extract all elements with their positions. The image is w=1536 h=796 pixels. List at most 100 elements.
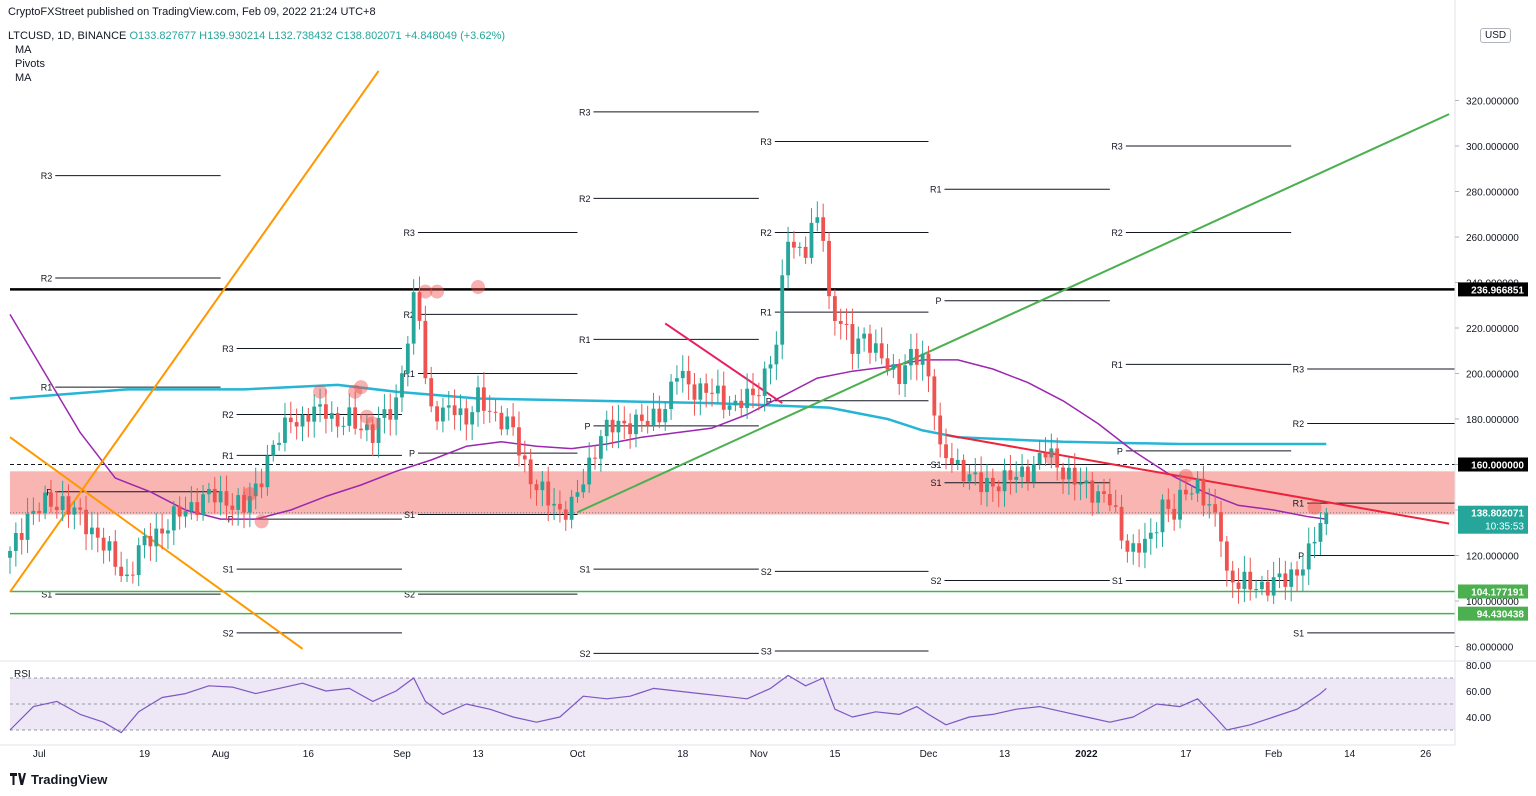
- currency-badge[interactable]: USD: [1480, 28, 1512, 43]
- candle-body: [985, 477, 989, 493]
- indicator-ma2-label[interactable]: MA: [15, 72, 32, 84]
- rsi-tick-label: 80.00: [1466, 661, 1491, 672]
- candle-body: [493, 411, 498, 413]
- touch-marker: [348, 384, 363, 399]
- candle-body: [417, 292, 422, 321]
- candle: [1043, 437, 1048, 466]
- candle-body: [604, 419, 609, 437]
- candle-body: [587, 457, 592, 485]
- candle-body: [949, 458, 954, 465]
- candle-body: [353, 407, 358, 429]
- candle: [949, 442, 954, 473]
- indicator-ma-label[interactable]: MA: [15, 44, 32, 56]
- level-tag-104-bg: [1458, 584, 1528, 599]
- pivot-label: R1: [1111, 360, 1123, 370]
- candle: [464, 399, 469, 441]
- candle-body: [171, 506, 176, 531]
- candle-body: [774, 344, 779, 365]
- level-tag-94-bg: [1458, 606, 1528, 621]
- candle-body: [932, 376, 937, 416]
- price-tick-label: 220.000000: [1466, 324, 1519, 335]
- price-tick-label: 80.000000: [1466, 643, 1514, 654]
- candle-body: [54, 506, 59, 511]
- candle-body: [78, 507, 83, 510]
- candle-body: [201, 494, 205, 515]
- candle-body: [84, 509, 88, 535]
- candle: [90, 511, 94, 550]
- candle-body: [481, 387, 486, 411]
- candle: [201, 485, 205, 521]
- candle-body: [1254, 589, 1258, 591]
- tradingview-logo-icon: [10, 773, 26, 785]
- candle-body: [1043, 452, 1048, 458]
- candle-body: [891, 364, 896, 370]
- candle: [25, 497, 30, 553]
- pivot-label: R1: [41, 383, 53, 393]
- time-tick-label: 13: [472, 749, 484, 760]
- candle-body: [19, 533, 24, 540]
- candle: [1189, 485, 1194, 501]
- candle: [417, 276, 422, 330]
- candle-body: [13, 533, 18, 551]
- price-tick-label: 300.000000: [1466, 142, 1519, 153]
- candle: [1183, 476, 1188, 501]
- candle-body: [792, 241, 796, 248]
- indicator-pivots-label[interactable]: Pivots: [15, 58, 45, 70]
- candle: [1061, 462, 1065, 494]
- tradingview-brand[interactable]: TradingView: [10, 772, 107, 787]
- candle-body: [95, 527, 100, 538]
- candle: [821, 203, 826, 252]
- candle: [189, 486, 194, 520]
- candle: [1201, 465, 1206, 517]
- candle: [715, 369, 720, 405]
- candle-body: [376, 417, 381, 443]
- candle-body: [610, 419, 615, 433]
- candle-body: [803, 246, 808, 258]
- candle: [277, 432, 282, 451]
- candle-body: [230, 505, 235, 510]
- candle: [43, 485, 48, 520]
- candle-body: [540, 481, 545, 491]
- candle: [868, 324, 872, 364]
- candle: [382, 394, 387, 434]
- candle: [1090, 471, 1095, 516]
- pivot-label: R2: [1111, 228, 1123, 238]
- candle-body: [236, 495, 241, 510]
- pivot-label: S1: [41, 590, 52, 600]
- candle-body: [253, 483, 258, 497]
- candle: [1224, 535, 1229, 587]
- candle: [505, 408, 510, 436]
- candle: [1072, 453, 1077, 501]
- candle-body: [1195, 478, 1200, 494]
- pivot-label: R2: [579, 194, 591, 204]
- candle: [411, 279, 416, 355]
- candle: [996, 480, 1001, 508]
- candle-body: [756, 395, 761, 397]
- candle-body: [838, 320, 843, 324]
- touch-marker: [418, 284, 433, 299]
- candle: [786, 226, 790, 289]
- pivot-label: S1: [1112, 576, 1123, 586]
- last-price-tag: 138.802071: [1471, 509, 1524, 520]
- candle: [534, 479, 539, 506]
- candle: [1002, 458, 1007, 507]
- candle: [797, 242, 802, 257]
- pivot-label: S3: [761, 647, 772, 657]
- candle-body: [142, 535, 147, 546]
- pivot-label: P: [1298, 551, 1304, 561]
- candle-body: [119, 566, 124, 577]
- candle: [435, 400, 439, 430]
- candle: [66, 484, 71, 528]
- candle: [49, 480, 53, 513]
- candle: [1125, 534, 1130, 563]
- candle-body: [505, 416, 510, 430]
- candle-body: [850, 324, 855, 354]
- candle-body: [1137, 543, 1141, 553]
- candle: [604, 410, 609, 451]
- candle-body: [563, 509, 568, 520]
- candle: [160, 513, 165, 550]
- candle-body: [973, 472, 978, 475]
- candle-body: [394, 397, 399, 420]
- candle: [850, 308, 855, 370]
